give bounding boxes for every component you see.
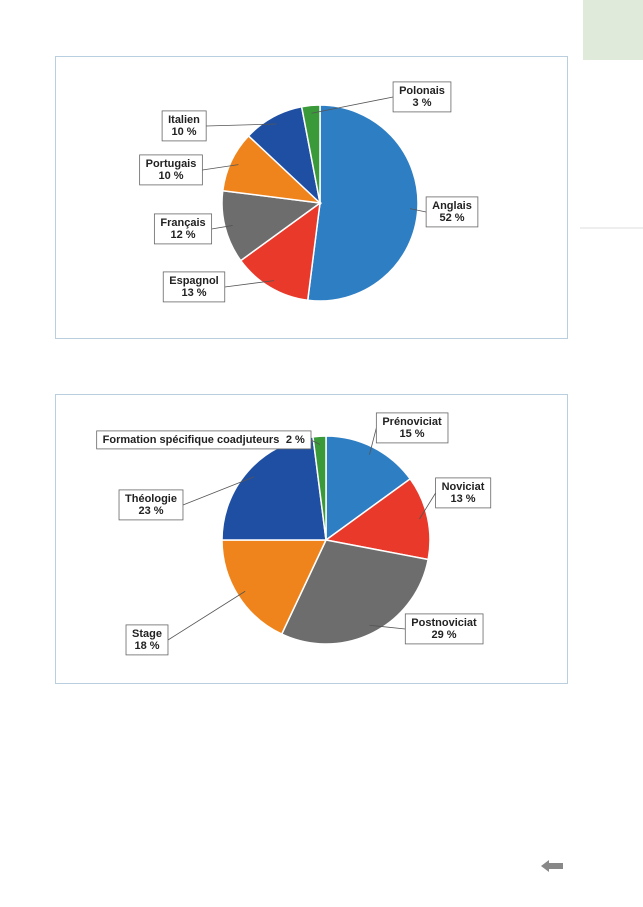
label-frame [404,613,484,645]
label-frame [118,489,184,521]
label-frame [392,81,452,113]
label-frame [435,477,492,509]
leader-line [202,164,239,171]
value-label: 18 % [134,640,159,652]
pie-slice [239,201,321,302]
leader-line [211,225,233,230]
category-label: Portugais [146,158,197,170]
value-label: 2 % [286,434,305,446]
category-label: Italien [168,114,200,126]
label-frame [139,154,203,186]
value-label: 3 % [413,97,432,109]
back-arrow[interactable] [541,860,563,872]
label-frame [96,430,312,450]
leader-line [167,590,246,641]
value-label: 13 % [181,287,206,299]
pie-slice [312,435,327,541]
category-label: Noviciat [442,481,485,493]
value-label: 52 % [439,212,464,224]
chart-frame [55,56,568,339]
category-label: Anglais [432,200,472,212]
leader-line [369,427,377,455]
leader-line [224,280,275,288]
label-frame [161,110,207,142]
label-frame [162,271,226,303]
category-label: Polonais [399,85,445,97]
category-label: Français [160,217,205,229]
value-label: 13 % [450,493,475,505]
label-frame [425,196,479,228]
leader-line [206,123,277,127]
category-label: Théologie [125,493,177,505]
pie-slice [221,435,327,541]
leader-line [182,476,255,506]
leader-line [409,208,427,213]
value-label: 10 % [158,170,183,182]
category-label: Formation spécifique coadjuteurs [103,434,280,446]
label-box: Formation spécifique coadjuteurs 2 % [96,430,321,450]
label-frame [375,412,449,444]
pie-slice [280,539,430,645]
pie-slice [306,104,419,302]
pie-slice [221,189,322,262]
value-label: 23 % [138,505,163,517]
value-label: 29 % [431,629,456,641]
pie-slice [300,104,321,204]
category-label: Prénoviciat [382,416,442,428]
label-frame [125,624,169,656]
pie-slice [325,435,412,542]
value-label: 10 % [171,126,196,138]
leader-line [369,624,406,630]
leader-line [311,96,394,114]
chart-frame [55,394,568,684]
leader-line [419,492,436,520]
category-label: Postnoviciat [411,617,477,629]
category-label: Espagnol [169,275,219,287]
corner-tab [583,0,643,60]
value-label: 15 % [399,428,424,440]
label-frame [153,213,213,245]
value-label: 12 % [170,229,195,241]
leader-line [310,439,321,445]
pie-slice [324,477,431,561]
category-label: Stage [132,628,162,640]
